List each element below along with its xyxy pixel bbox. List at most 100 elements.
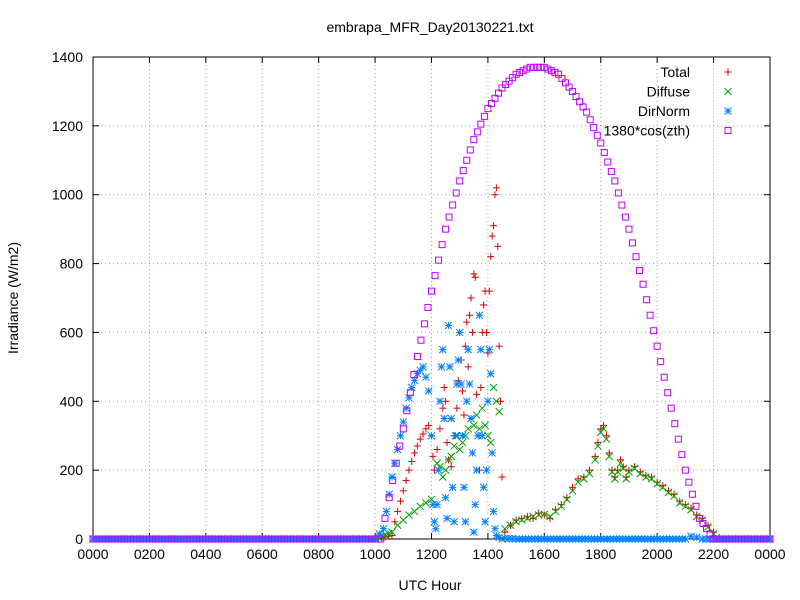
data-point [448, 483, 457, 492]
data-point [485, 345, 494, 354]
data-point [459, 387, 467, 395]
data-point [681, 466, 689, 474]
data-point [574, 475, 582, 483]
data-point [464, 424, 473, 433]
data-point [450, 517, 458, 526]
data-point [468, 449, 477, 457]
x-tick-label: 1800 [585, 546, 616, 562]
data-point [688, 490, 696, 498]
data-point [490, 222, 498, 230]
data-point [516, 68, 524, 76]
data-point [491, 524, 499, 533]
data-point [438, 473, 447, 481]
data-point [551, 68, 559, 76]
data-point [381, 514, 389, 522]
data-point [674, 435, 682, 443]
data-point [477, 120, 485, 128]
data-point [480, 112, 488, 120]
data-point [425, 421, 433, 429]
data-point [488, 449, 497, 457]
data-point [585, 466, 593, 474]
data-point [455, 328, 464, 337]
data-point [622, 474, 630, 483]
data-point [405, 511, 413, 519]
data-point [458, 431, 467, 440]
data-point [470, 136, 478, 144]
data-point [477, 384, 485, 392]
x-tick-label: 0200 [134, 546, 165, 562]
data-point [639, 280, 647, 288]
data-point [428, 287, 435, 295]
data-point [481, 517, 489, 526]
data-point [659, 482, 667, 490]
data-point [420, 320, 428, 328]
data-point [547, 67, 555, 75]
data-point [494, 89, 502, 97]
data-point [648, 473, 656, 481]
series-1380-cos-zth- [89, 63, 774, 543]
data-point [699, 520, 707, 528]
data-point [554, 70, 562, 78]
data-point [657, 358, 665, 366]
data-point [465, 380, 474, 388]
data-point [579, 103, 587, 111]
series-total [89, 184, 774, 543]
data-point [451, 431, 460, 440]
data-point [500, 524, 509, 533]
data-point [687, 504, 695, 512]
data-point [464, 345, 473, 354]
data-point [591, 455, 599, 464]
legend-marker [724, 87, 732, 96]
data-point [460, 483, 468, 492]
data-point [625, 466, 633, 474]
x-axis-label: UTC Hour [398, 577, 461, 593]
legend-item: Diffuse [647, 84, 732, 100]
data-point [594, 439, 602, 447]
data-point [411, 449, 419, 457]
data-point [681, 502, 690, 511]
data-point [670, 492, 678, 500]
data-point [670, 490, 678, 498]
data-point [466, 146, 474, 154]
y-tick-label: 1000 [52, 187, 83, 203]
x-tick-label: 0000 [77, 546, 108, 562]
data-point [619, 464, 628, 473]
data-point [600, 149, 608, 157]
data-point [766, 535, 774, 543]
data-point [396, 442, 404, 450]
data-point [445, 213, 453, 221]
data-point [675, 498, 684, 507]
data-point [572, 93, 580, 101]
data-point [440, 414, 449, 423]
data-point [413, 442, 421, 450]
data-point [424, 303, 432, 311]
data-point [605, 452, 614, 461]
data-point [473, 390, 481, 398]
data-point [544, 65, 552, 73]
data-point [390, 459, 399, 468]
data-point [410, 376, 419, 385]
legend-marker [724, 68, 732, 76]
data-point [501, 528, 509, 536]
data-point [489, 507, 498, 516]
data-point [463, 318, 471, 326]
data-point [488, 232, 496, 240]
data-point [529, 512, 537, 521]
data-point [636, 266, 644, 274]
data-point [616, 459, 625, 468]
data-point [433, 445, 441, 453]
data-point [643, 296, 651, 304]
data-point [422, 498, 430, 507]
data-point [574, 478, 583, 487]
data-point [464, 363, 472, 371]
data-point [466, 311, 474, 319]
data-point [484, 397, 492, 406]
data-point [416, 435, 424, 443]
chart-title: embrapa_MFR_Day20130221.txt [326, 19, 533, 35]
data-point [523, 65, 531, 73]
data-point [377, 535, 385, 543]
legend-marker [724, 107, 732, 115]
x-tick-label: 1000 [360, 546, 391, 562]
data-point [399, 418, 408, 426]
